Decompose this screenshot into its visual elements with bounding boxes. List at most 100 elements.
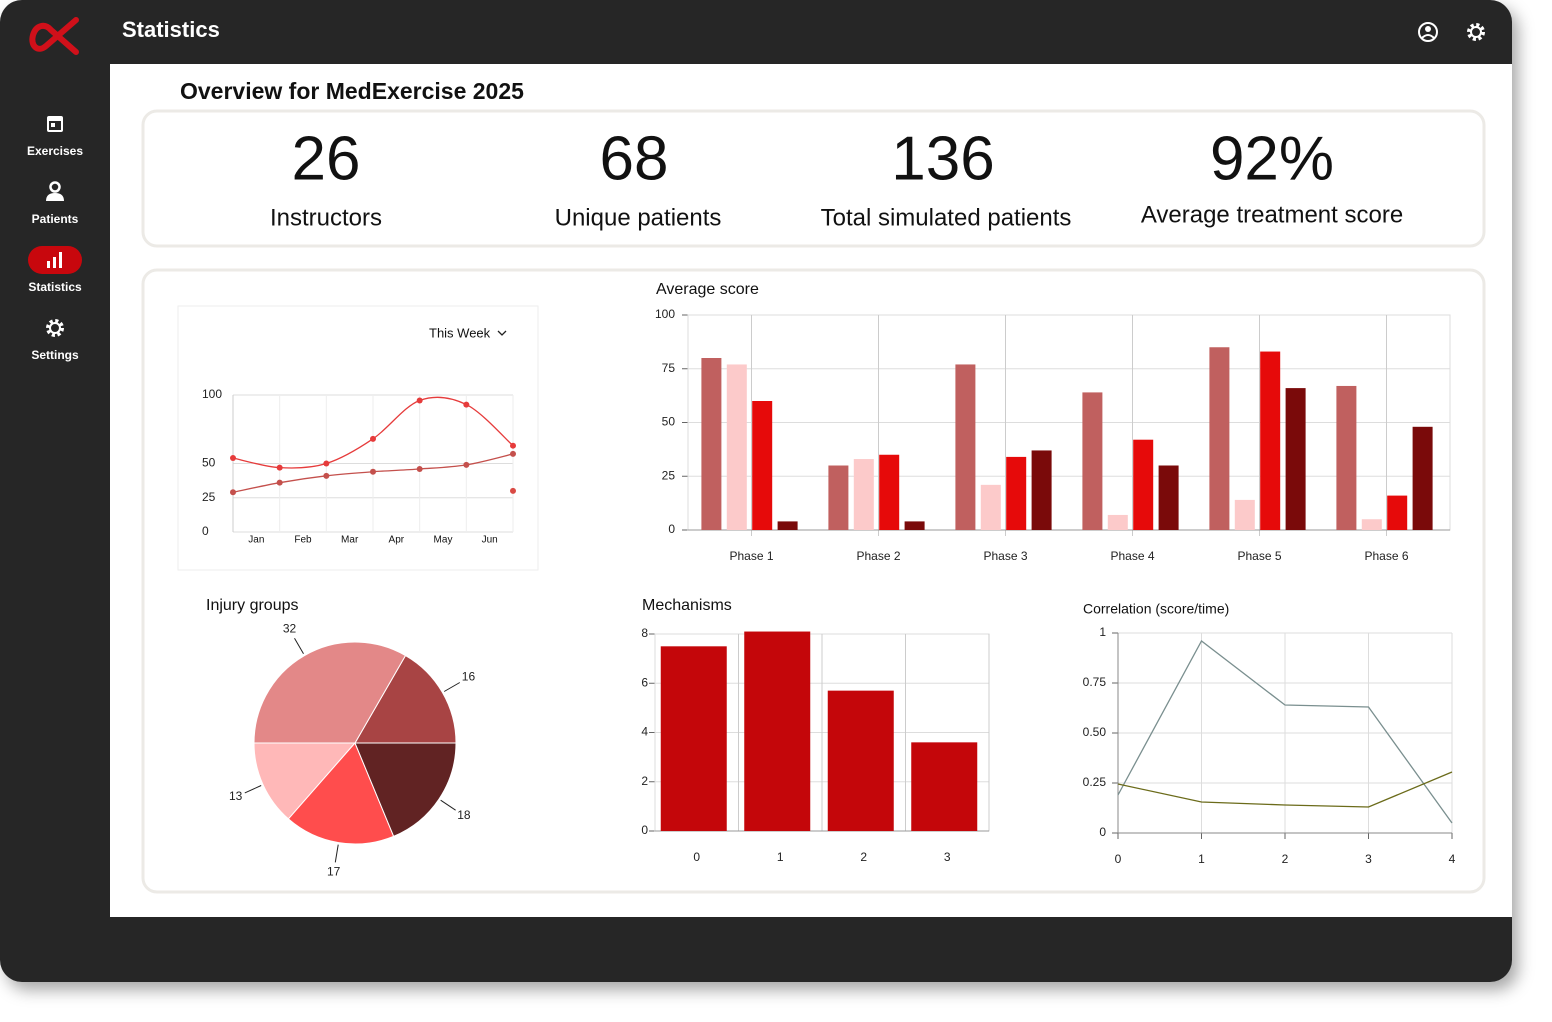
bar	[828, 465, 849, 530]
y-tick-label: 4	[641, 725, 648, 739]
series-line	[1117, 771, 1453, 808]
label-leader	[334, 844, 339, 863]
x-tick-label: Phase 4	[1110, 549, 1154, 563]
x-tick-label: Phase 6	[1364, 549, 1408, 563]
x-tick-label: 0	[693, 850, 700, 864]
y-tick-label: 8	[641, 626, 648, 640]
pie-slice	[253, 641, 407, 744]
chart-title: Mechanisms	[642, 597, 732, 614]
bar	[1361, 519, 1382, 530]
settings-icon[interactable]	[1467, 23, 1485, 41]
bar	[1031, 450, 1052, 530]
bar	[955, 364, 976, 530]
bar	[1336, 385, 1357, 530]
nav-settings[interactable]: Settings	[31, 319, 79, 362]
period-filter[interactable]: This Week	[429, 325, 491, 340]
stats-card	[141, 109, 1486, 248]
chart-title: Injury groups	[206, 597, 299, 614]
data-point	[323, 472, 330, 479]
x-tick-label: 3	[1365, 852, 1372, 866]
charts-card	[141, 268, 1486, 894]
data-point	[276, 479, 283, 486]
y-tick-label: 2	[641, 774, 648, 788]
y-tick-label: 6	[641, 675, 648, 689]
slice-label: 16	[462, 670, 476, 684]
stat-label: Unique patients	[555, 204, 722, 231]
x-tick-label: Phase 3	[983, 549, 1027, 563]
bar	[744, 631, 811, 831]
y-tick-label: 0.75	[1083, 675, 1107, 689]
bar	[1285, 388, 1306, 530]
data-point	[463, 401, 470, 408]
bar	[1387, 495, 1408, 530]
y-tick-label: 50	[662, 415, 676, 429]
data-point	[416, 465, 423, 472]
x-tick-label: Phase 1	[729, 549, 773, 563]
slice-label: 18	[457, 808, 471, 822]
nav-label[interactable]: Patients	[32, 212, 79, 226]
y-tick-label: 0	[202, 524, 209, 538]
stat-value: 92%	[1210, 124, 1334, 193]
bar	[726, 364, 747, 530]
stat-value: 26	[292, 124, 361, 193]
bar	[1082, 392, 1103, 530]
data-point	[276, 464, 283, 471]
bar	[752, 401, 773, 530]
series-line	[1117, 640, 1453, 824]
chart-title: Correlation (score/time)	[1083, 601, 1229, 617]
data-point	[463, 461, 470, 468]
slice-label: 17	[327, 864, 341, 878]
bar	[660, 646, 727, 831]
data-point	[510, 450, 516, 457]
bar	[1209, 347, 1230, 530]
bar	[904, 521, 925, 530]
x-tick-label: 2	[1282, 852, 1289, 866]
nav-exercises[interactable]: Exercises	[27, 116, 83, 158]
data-point	[370, 468, 376, 475]
x-tick-label: Jun	[482, 535, 498, 546]
x-tick-label: Apr	[389, 535, 405, 546]
y-tick-label: 0	[641, 823, 648, 837]
bar	[1260, 351, 1281, 530]
pie-slice	[287, 742, 395, 845]
bar	[1412, 426, 1433, 530]
x-tick-label: 3	[944, 850, 951, 864]
data-point	[370, 435, 376, 442]
account-icon[interactable]	[1418, 22, 1438, 42]
x-tick-label: 1	[777, 850, 784, 864]
stat-value: 68	[600, 124, 669, 193]
dropdown-chevron[interactable]	[497, 330, 507, 336]
data-point	[510, 487, 516, 494]
stat-label: Average treatment score	[1141, 201, 1403, 228]
bar	[1133, 439, 1154, 530]
y-tick-label: 100	[202, 387, 222, 401]
nav-statistics[interactable]: Statistics	[28, 252, 82, 294]
data-point	[323, 460, 330, 467]
y-tick-label: 50	[202, 456, 216, 470]
nav-label[interactable]: Statistics	[28, 280, 82, 294]
label-leader	[443, 682, 461, 692]
pie-slice	[354, 654, 457, 744]
nav-label[interactable]: Settings	[31, 348, 79, 362]
y-tick-label: 75	[662, 361, 676, 375]
label-leader	[294, 637, 304, 655]
bar	[1234, 499, 1255, 530]
stat-label: Instructors	[270, 204, 382, 231]
nav-patients[interactable]: Patients	[32, 181, 79, 227]
y-tick-label: 1	[1099, 625, 1106, 639]
overview-title: Overview for MedExercise 2025	[180, 78, 524, 104]
nav-label[interactable]: Exercises	[27, 144, 83, 158]
line-chart-box	[177, 305, 539, 571]
y-tick-label: 0	[1099, 825, 1106, 839]
slice-label: 32	[283, 622, 297, 636]
label-leader	[440, 799, 456, 811]
logo[interactable]	[29, 17, 79, 55]
label-leader	[244, 785, 262, 794]
x-tick-label: May	[434, 535, 453, 546]
data-point	[230, 489, 236, 496]
bar	[701, 358, 722, 530]
pie-slice	[253, 742, 357, 820]
x-tick-label: 0	[1115, 852, 1122, 866]
